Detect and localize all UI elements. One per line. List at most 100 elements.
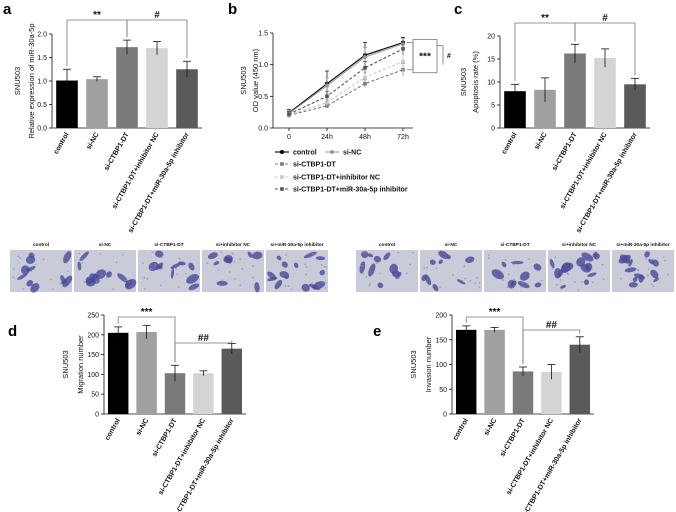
membrane-pore (559, 279, 562, 281)
micrograph-label: si+inhibitor NC (562, 242, 597, 248)
membrane-pore (651, 283, 653, 286)
stained-cell (170, 262, 181, 269)
membrane-pore (451, 274, 454, 277)
legend-label: si-CTBP1-DT+inhibitor NC (293, 175, 380, 182)
membrane-pore (602, 278, 605, 281)
bar (164, 373, 186, 414)
migration-micrographs: control si-NC si-CTBP1-DT si+inhibitor NC si… (10, 242, 328, 293)
membrane-pore (502, 279, 504, 281)
stained-cell (178, 261, 186, 266)
stained-cell (628, 259, 633, 267)
legend-marker (280, 187, 284, 191)
y-tick-label: 1.0 (37, 79, 47, 86)
y-tick-label: 1.5 (258, 31, 268, 38)
membrane-pore (474, 282, 477, 285)
stained-cell (106, 271, 112, 278)
category-label: control (104, 417, 122, 441)
stained-cell (628, 282, 638, 288)
stained-cell (247, 251, 253, 258)
invasion-micrographs: control si-NC si-CTBP1-DT si+inhibitor NC si… (356, 242, 674, 292)
stained-cell (421, 274, 427, 282)
bar (504, 91, 526, 128)
stained-cell (395, 271, 402, 279)
membrane-pore (149, 268, 152, 270)
bar (116, 47, 138, 128)
bar (484, 329, 505, 414)
stained-cell (276, 255, 282, 261)
stained-cell (618, 254, 631, 264)
membrane-pore (17, 255, 20, 258)
membrane-pore (287, 285, 290, 288)
membrane-pore (22, 287, 25, 290)
stained-cell (438, 259, 443, 265)
stained-cell (367, 253, 374, 258)
membrane-pore (185, 272, 187, 275)
membrane-pore (439, 286, 441, 289)
membrane-pore (664, 259, 666, 262)
stained-cell (584, 262, 593, 271)
significance-bracket (407, 42, 414, 71)
membrane-pore (652, 285, 655, 288)
membrane-pore (478, 281, 481, 284)
membrane-pore (573, 281, 576, 283)
panel-letter-d: d (8, 323, 17, 340)
membrane-pore (667, 273, 670, 276)
cell-line-label: SNU503 (409, 350, 418, 378)
membrane-pore (507, 273, 510, 276)
significance-label: *** (141, 307, 153, 318)
stained-cell (21, 265, 30, 275)
micrograph-label: si+miR-30a-5p inhibitor (270, 242, 323, 248)
y-tick-label: 0 (95, 412, 99, 419)
membrane-pore (177, 285, 180, 288)
membrane-pore (220, 279, 223, 282)
membrane-pore (375, 262, 378, 265)
significance-label: ## (546, 320, 558, 331)
y-tick-label: 5 (491, 103, 495, 110)
stained-cell (624, 267, 637, 273)
legend-label: control (293, 150, 317, 157)
category-label: si-CTBP1-DT (499, 417, 527, 458)
significance-label: # (447, 53, 451, 60)
data-point (363, 81, 367, 86)
membrane-pore (324, 266, 327, 269)
membrane-pore (52, 288, 54, 290)
micrograph-label: si-NC (99, 242, 112, 248)
stained-cell (62, 275, 73, 288)
stained-cell (534, 282, 542, 288)
membrane-pore (324, 281, 327, 284)
stained-cell (429, 259, 436, 265)
stained-cell (383, 252, 391, 261)
membrane-pore (512, 263, 515, 266)
series-line (288, 48, 404, 115)
stained-cell (188, 283, 200, 291)
stained-cell (319, 269, 325, 276)
membrane-pore (409, 263, 412, 266)
cell-line-label: SNU503 (459, 68, 468, 96)
stained-cell (170, 268, 175, 279)
micrograph-image (138, 250, 200, 292)
membrane-pore (220, 251, 223, 254)
significance-label: # (154, 10, 160, 21)
membrane-pore (311, 253, 314, 256)
legend-marker (280, 175, 284, 179)
stained-cell (186, 273, 200, 284)
bar (594, 58, 616, 128)
membrane-pore (143, 287, 146, 290)
membrane-pore (397, 251, 400, 254)
membrane-pore (379, 272, 381, 275)
membrane-pore (647, 275, 649, 277)
membrane-pore (95, 272, 98, 275)
membrane-pore (365, 276, 368, 278)
category-label: si-CTBP1-DT (151, 417, 179, 458)
stained-cell (26, 280, 34, 287)
membrane-pore (554, 256, 557, 259)
y-tick-label: 100 (87, 372, 99, 379)
stained-cell (561, 262, 571, 273)
y-tick-label: 0.0 (37, 126, 47, 133)
membrane-pore (591, 268, 593, 271)
membrane-pore (13, 268, 15, 270)
stained-cell (650, 269, 659, 279)
membrane-pore (577, 289, 580, 291)
stained-cell (301, 283, 310, 292)
